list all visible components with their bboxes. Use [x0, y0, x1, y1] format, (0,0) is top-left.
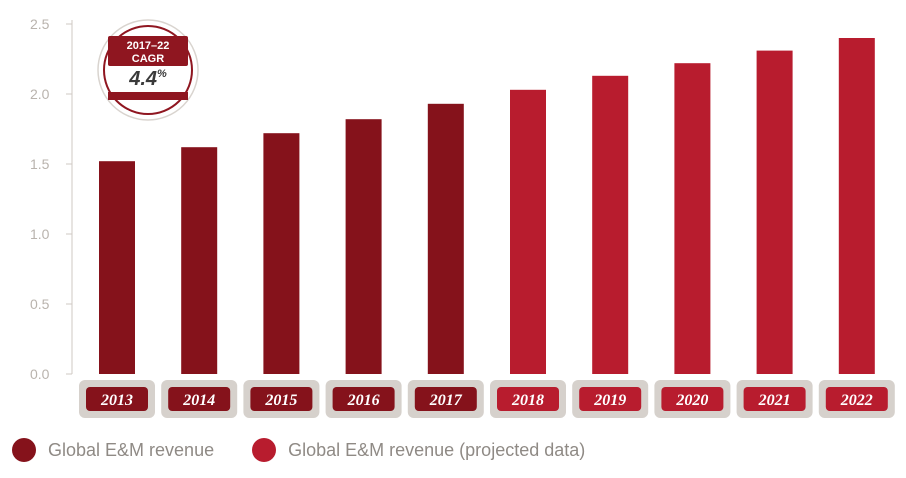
badge-cagr-label: CAGR: [132, 53, 164, 65]
x-label-2013: 2013: [79, 380, 155, 418]
x-tick-label: 2015: [264, 392, 297, 409]
legend-label-projected: Global E&M revenue (projected data): [288, 439, 586, 460]
x-label-box: [168, 387, 231, 411]
y-tick-label: 1.5: [30, 156, 50, 172]
revenue-bar-chart: 0.00.51.01.52.02.5 2013 2014 2015 2016 2017 2…: [30, 16, 895, 418]
x-tick-label: 2021: [758, 392, 791, 409]
badge-period: 2017–22: [127, 40, 170, 52]
y-axis: 0.0 0.5 1.0 1.5 2.0 2.5: [30, 16, 73, 382]
bar-2014: [181, 147, 218, 374]
bar-2021: [756, 50, 793, 374]
x-label-2014: 2014: [161, 380, 238, 418]
legend-swatch-actual: [12, 438, 36, 462]
x-label-2016: 2016: [325, 380, 402, 418]
y-tick-label: 0.0: [30, 366, 50, 382]
x-label-box: [743, 387, 806, 411]
bar-2016: [345, 119, 382, 374]
x-label-2022: 2022: [818, 380, 895, 418]
x-label-box: [497, 387, 559, 411]
x-tick-label: 2013: [100, 392, 133, 409]
bar-2017: [427, 103, 464, 375]
badge-value-unit: %: [157, 68, 167, 80]
bar-2015: [263, 133, 300, 374]
bar-2018: [510, 89, 546, 375]
legend-label-actual: Global E&M revenue: [48, 439, 215, 460]
x-label-2017: 2017: [407, 380, 484, 418]
y-tick-label: 2.5: [30, 16, 50, 32]
legend-item-projected: Global E&M revenue (projected data): [252, 438, 585, 462]
bars-group: [99, 38, 875, 375]
y-tick-label: 0.5: [30, 296, 50, 312]
bar-2013: [99, 161, 135, 374]
bar-2020: [674, 63, 711, 374]
x-tick-label: 2017: [429, 392, 463, 409]
badge-bottom-band: [108, 92, 188, 100]
x-label-box: [825, 387, 888, 411]
x-tick-label: 2016: [347, 392, 380, 409]
x-label-box: [86, 387, 148, 411]
x-tick-label: 2018: [511, 392, 544, 409]
x-tick-label: 2019: [593, 392, 626, 409]
x-tick-label: 2020: [675, 392, 708, 409]
x-label-box: [579, 387, 642, 411]
x-label-box: [250, 387, 313, 411]
legend-item-actual: Global E&M revenue: [12, 438, 214, 462]
x-label-2015: 2015: [243, 380, 320, 418]
badge-value: 4.4%: [128, 68, 167, 90]
bar-2022: [838, 38, 875, 374]
x-label-box: [332, 387, 395, 411]
y-tick-label: 2.0: [30, 86, 50, 102]
x-label-2019: 2019: [572, 380, 649, 418]
cagr-badge: 2017–22 CAGR 4.4%: [97, 19, 199, 121]
x-label-2020: 2020: [654, 380, 731, 418]
legend-swatch-projected: [252, 438, 277, 462]
x-label-2018: 2018: [490, 380, 566, 418]
x-tick-label: 2022: [840, 392, 873, 409]
legend: Global E&M revenue Global E&M revenue (p…: [12, 438, 623, 462]
x-label-box: [414, 387, 477, 411]
badge-value-number: 4.4: [128, 68, 157, 90]
x-axis-labels: 2013 2014 2015 2016 2017 2018 2019 2020 2021 2022: [79, 380, 895, 418]
bar-2019: [592, 75, 629, 375]
x-tick-label: 2014: [182, 392, 215, 409]
x-label-box: [661, 387, 724, 411]
x-label-2021: 2021: [736, 380, 813, 418]
badge-top-band: [108, 36, 188, 66]
y-tick-label: 1.0: [30, 226, 50, 242]
